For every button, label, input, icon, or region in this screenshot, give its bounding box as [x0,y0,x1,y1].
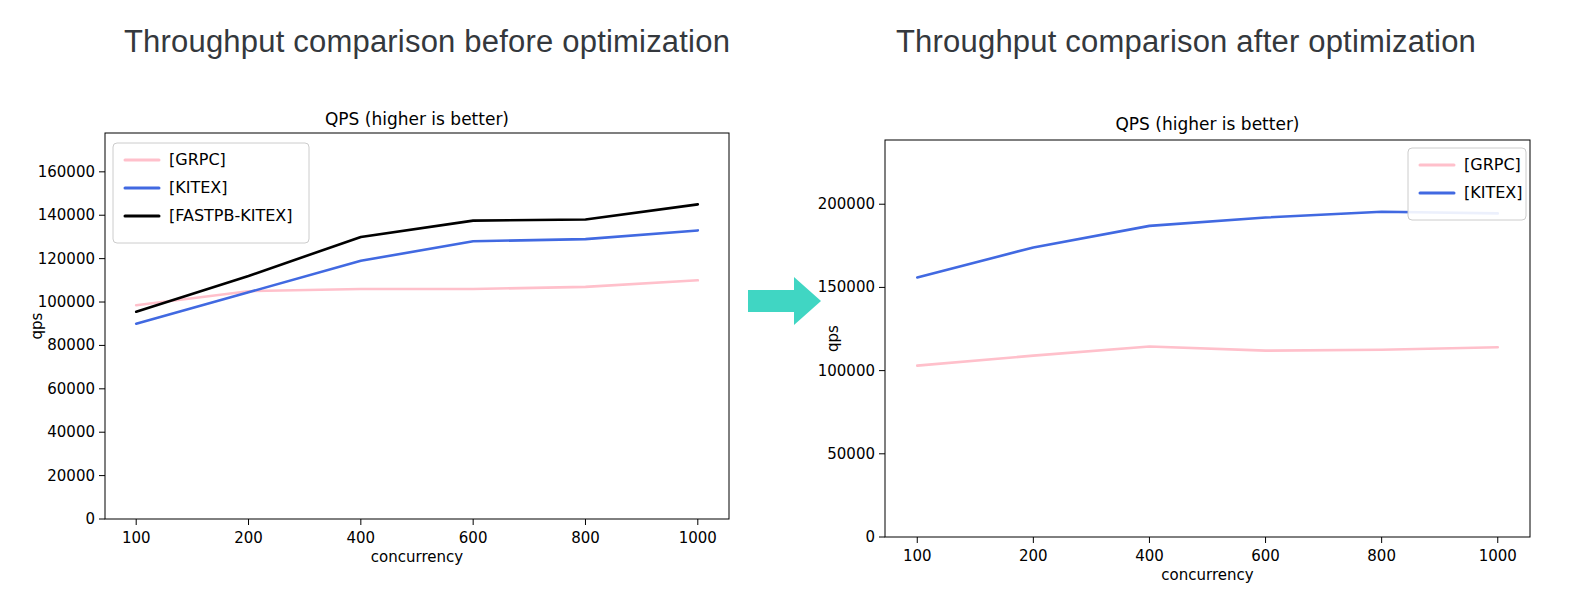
x-tick-label: 400 [1135,547,1164,565]
x-tick-label: 600 [459,529,488,547]
y-tick-label: 140000 [38,206,95,224]
x-tick-label: 1000 [679,529,717,547]
legend-label-grpc: [GRPC] [169,150,226,169]
chart-after-optimization: QPS (higher is better) 0 50000 100000 150000… [800,100,1560,590]
y-tick-label: 100000 [818,362,875,380]
legend-label-kitex: [KITEX] [1464,183,1523,202]
x-tick-label: 200 [1019,547,1048,565]
legend-label-fastpb-kitex: [FASTPB-KITEX] [169,206,293,225]
arrow-right-shape [748,277,821,325]
x-tick-label: 400 [347,529,376,547]
legend-label-kitex: [KITEX] [169,178,228,197]
panel-heading-after: Throughput comparison after optimization [786,24,1586,60]
x-axis-label: concurrency [371,548,463,566]
y-tick-label: 50000 [827,445,875,463]
chart-before-optimization: QPS (higher is better) 0 20000 40000 60000 80… [30,100,740,572]
series-line-kitex [917,212,1498,278]
x-tick-label: 1000 [1479,547,1517,565]
chart-title: QPS (higher is better) [1115,114,1299,134]
panel-heading-before: Throughput comparison before optimizatio… [27,24,827,60]
y-tick-label: 40000 [47,423,95,441]
x-axis-label: concurrency [1161,566,1253,584]
page: Throughput comparison before optimizatio… [0,0,1596,612]
x-tick-label: 200 [234,529,263,547]
y-tick-label: 20000 [47,467,95,485]
series-line-grpc [917,346,1498,365]
y-tick-label: 0 [85,510,95,528]
chart-title: QPS (higher is better) [325,109,509,129]
y-tick-label: 200000 [818,195,875,213]
y-tick-label: 150000 [818,278,875,296]
arrow-right-icon [748,277,822,325]
y-tick-label: 120000 [38,250,95,268]
legend-label-grpc: [GRPC] [1464,155,1521,174]
y-tick-label: 0 [865,528,875,546]
y-tick-label: 160000 [38,163,95,181]
x-tick-label: 100 [122,529,151,547]
y-tick-label: 100000 [38,293,95,311]
x-tick-label: 800 [571,529,600,547]
y-tick-label: 60000 [47,380,95,398]
series-line-kitex [136,230,698,323]
x-tick-label: 100 [903,547,932,565]
x-tick-label: 600 [1251,547,1280,565]
x-tick-label: 800 [1367,547,1396,565]
y-axis-label: qps [824,325,842,352]
y-axis-label: qps [30,312,46,339]
y-tick-label: 80000 [47,336,95,354]
